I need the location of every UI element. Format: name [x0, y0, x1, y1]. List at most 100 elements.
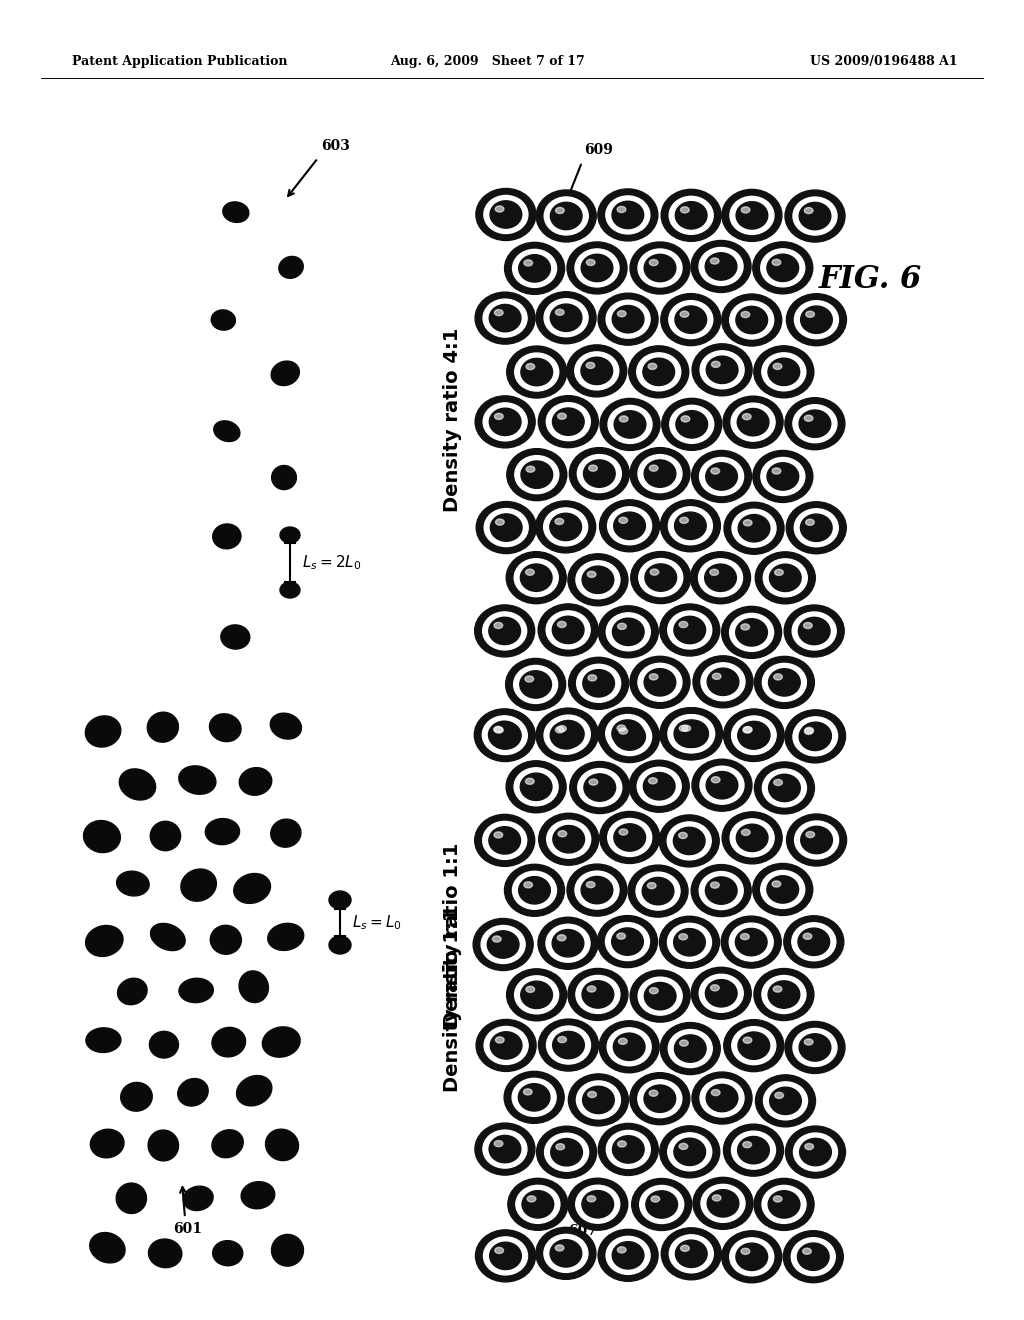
- Ellipse shape: [723, 396, 783, 449]
- Ellipse shape: [724, 709, 784, 762]
- Ellipse shape: [521, 358, 553, 385]
- Ellipse shape: [786, 294, 847, 346]
- Ellipse shape: [582, 1191, 613, 1218]
- Ellipse shape: [794, 1133, 838, 1171]
- Ellipse shape: [567, 1179, 628, 1230]
- Ellipse shape: [538, 917, 598, 969]
- Ellipse shape: [490, 513, 522, 541]
- Ellipse shape: [670, 405, 714, 444]
- Ellipse shape: [584, 459, 615, 487]
- Ellipse shape: [494, 622, 503, 628]
- Ellipse shape: [712, 776, 720, 783]
- Ellipse shape: [90, 1129, 124, 1158]
- Ellipse shape: [693, 656, 753, 708]
- Ellipse shape: [514, 768, 558, 805]
- Ellipse shape: [494, 832, 503, 838]
- Ellipse shape: [767, 255, 799, 281]
- Ellipse shape: [568, 969, 628, 1020]
- Ellipse shape: [537, 709, 596, 762]
- Ellipse shape: [735, 928, 767, 956]
- Ellipse shape: [329, 936, 351, 954]
- Ellipse shape: [613, 824, 645, 851]
- Ellipse shape: [482, 821, 526, 859]
- Ellipse shape: [806, 519, 814, 525]
- Ellipse shape: [669, 301, 713, 339]
- Ellipse shape: [475, 710, 536, 762]
- Ellipse shape: [732, 715, 776, 754]
- Ellipse shape: [178, 1078, 208, 1106]
- Ellipse shape: [117, 871, 150, 896]
- Ellipse shape: [515, 975, 559, 1014]
- Ellipse shape: [713, 673, 721, 680]
- Ellipse shape: [785, 710, 846, 762]
- Ellipse shape: [630, 242, 690, 294]
- Ellipse shape: [267, 923, 304, 950]
- Text: Density ratio 4:1: Density ratio 4:1: [442, 327, 462, 512]
- Ellipse shape: [637, 352, 681, 391]
- Text: 601: 601: [173, 1222, 202, 1236]
- Ellipse shape: [547, 403, 590, 441]
- Ellipse shape: [764, 1082, 808, 1119]
- Ellipse shape: [722, 1230, 781, 1283]
- Ellipse shape: [606, 195, 650, 234]
- Ellipse shape: [569, 447, 630, 499]
- Ellipse shape: [741, 207, 750, 213]
- Ellipse shape: [524, 260, 532, 265]
- Ellipse shape: [618, 1039, 627, 1044]
- Ellipse shape: [539, 708, 598, 760]
- Ellipse shape: [785, 190, 845, 242]
- Ellipse shape: [507, 969, 566, 1020]
- Ellipse shape: [555, 309, 564, 315]
- Ellipse shape: [475, 605, 535, 657]
- Ellipse shape: [649, 465, 658, 471]
- Ellipse shape: [578, 454, 622, 492]
- Ellipse shape: [774, 569, 783, 576]
- Ellipse shape: [741, 829, 751, 836]
- Ellipse shape: [556, 1143, 564, 1150]
- Ellipse shape: [558, 1036, 566, 1043]
- Ellipse shape: [607, 818, 651, 857]
- Ellipse shape: [711, 467, 720, 474]
- Ellipse shape: [539, 813, 599, 865]
- Ellipse shape: [706, 463, 737, 490]
- Ellipse shape: [587, 986, 596, 993]
- Ellipse shape: [555, 519, 563, 524]
- Ellipse shape: [550, 513, 582, 541]
- Ellipse shape: [651, 1196, 659, 1203]
- Ellipse shape: [270, 820, 301, 847]
- Ellipse shape: [212, 1130, 244, 1158]
- Ellipse shape: [587, 260, 595, 265]
- Ellipse shape: [761, 458, 805, 495]
- Ellipse shape: [690, 552, 751, 603]
- Ellipse shape: [730, 1238, 774, 1276]
- Ellipse shape: [582, 876, 612, 904]
- Ellipse shape: [756, 552, 815, 603]
- Ellipse shape: [799, 723, 830, 751]
- Ellipse shape: [617, 206, 626, 213]
- Ellipse shape: [520, 564, 552, 591]
- Ellipse shape: [736, 1243, 768, 1270]
- Ellipse shape: [86, 1028, 121, 1052]
- Ellipse shape: [598, 189, 657, 242]
- Ellipse shape: [699, 247, 743, 285]
- Ellipse shape: [617, 623, 627, 630]
- Ellipse shape: [545, 1133, 589, 1171]
- Ellipse shape: [805, 727, 813, 734]
- Ellipse shape: [495, 413, 503, 420]
- Ellipse shape: [213, 1241, 243, 1266]
- Ellipse shape: [329, 891, 351, 909]
- Ellipse shape: [649, 673, 658, 680]
- Ellipse shape: [775, 1092, 783, 1098]
- Ellipse shape: [671, 714, 715, 752]
- Ellipse shape: [705, 564, 736, 591]
- Ellipse shape: [722, 812, 782, 863]
- Ellipse shape: [804, 729, 813, 734]
- Ellipse shape: [674, 616, 706, 644]
- Ellipse shape: [722, 606, 781, 659]
- Ellipse shape: [675, 1035, 707, 1063]
- Ellipse shape: [795, 508, 839, 546]
- Ellipse shape: [711, 257, 719, 264]
- Ellipse shape: [647, 883, 656, 888]
- Text: Density ratio 1:1: Density ratio 1:1: [442, 842, 462, 1027]
- Text: 607: 607: [568, 1224, 597, 1238]
